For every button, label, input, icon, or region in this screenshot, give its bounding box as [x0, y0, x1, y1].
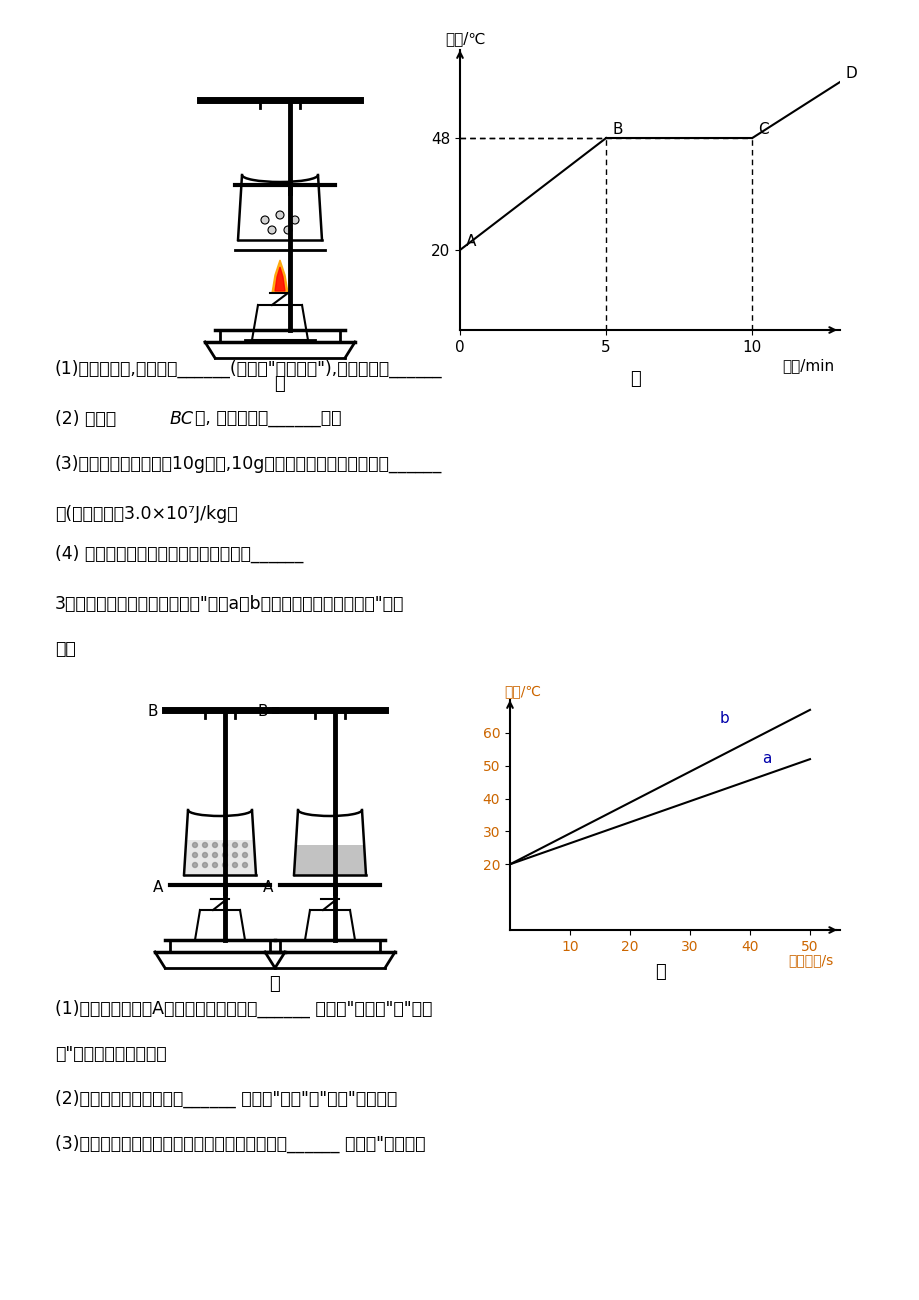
Circle shape	[243, 853, 247, 858]
Text: 乙: 乙	[630, 370, 640, 387]
Text: 温度/℃: 温度/℃	[504, 684, 540, 698]
Circle shape	[202, 853, 208, 858]
Text: (1)实验前调整铁夹A的位置，其目的是使______ （选填"石棉网"或"温度: (1)实验前调整铁夹A的位置，其目的是使______ （选填"石棉网"或"温度	[55, 1000, 432, 1018]
Polygon shape	[275, 266, 285, 291]
Circle shape	[222, 842, 227, 848]
Text: (3)若实验过程中燃烧了10g酒精,10g酒精完全燃烧放出的热量为______: (3)若实验过程中燃烧了10g酒精,10g酒精完全燃烧放出的热量为______	[55, 455, 442, 473]
Text: (1)由图乙可知,该物质是______(填晶体"或非晶体"),判断依据是______: (1)由图乙可知,该物质是______(填晶体"或非晶体"),判断依据是____…	[55, 360, 442, 378]
Polygon shape	[272, 260, 288, 292]
Text: 。(酒精热值为3.0×10⁷J/kg）: 。(酒精热值为3.0×10⁷J/kg）	[55, 504, 237, 523]
Text: 甲: 甲	[275, 374, 285, 393]
Text: C: C	[757, 122, 768, 136]
Text: 甲: 甲	[269, 975, 280, 993]
Circle shape	[222, 853, 227, 858]
Text: BC: BC	[170, 410, 194, 428]
Circle shape	[202, 862, 208, 867]
Text: 乙: 乙	[654, 963, 664, 982]
Circle shape	[261, 216, 268, 224]
Text: A: A	[465, 234, 476, 250]
Circle shape	[233, 862, 237, 867]
Circle shape	[202, 842, 208, 848]
Circle shape	[222, 862, 227, 867]
Text: (2) 图乙中: (2) 图乙中	[55, 410, 116, 428]
Text: A: A	[262, 880, 273, 894]
Circle shape	[243, 842, 247, 848]
Text: D: D	[845, 66, 857, 81]
Text: b: b	[720, 711, 729, 727]
Text: A: A	[153, 880, 163, 894]
Text: 3．小桂利用如图甲所示装置做"比较a、b两种不同液体的吸热能力"的实: 3．小桂利用如图甲所示装置做"比较a、b两种不同液体的吸热能力"的实	[55, 595, 404, 614]
Circle shape	[290, 216, 299, 224]
Circle shape	[267, 226, 276, 234]
Circle shape	[192, 862, 198, 867]
Text: (2)本实验要使两种液体的______ （选填"质量"或"体积"）相同；: (2)本实验要使两种液体的______ （选填"质量"或"体积"）相同；	[55, 1089, 397, 1109]
Text: 段, 该物质处于______态。: 段, 该物质处于______态。	[195, 410, 341, 428]
Text: 验。: 验。	[55, 640, 75, 658]
Text: B: B	[257, 705, 267, 719]
Circle shape	[212, 853, 217, 858]
Text: 加热时间/s: 加热时间/s	[788, 953, 834, 967]
Text: (4) 本实验中用到了水溶法加热，好处是______: (4) 本实验中用到了水溶法加热，好处是______	[55, 545, 303, 563]
Circle shape	[212, 862, 217, 867]
Circle shape	[284, 226, 291, 234]
Circle shape	[212, 842, 217, 848]
Text: 温度/℃: 温度/℃	[445, 31, 485, 46]
Text: B: B	[147, 705, 158, 719]
Bar	[295, 845, 365, 875]
Text: a: a	[761, 750, 770, 766]
Text: 计"）处于适当的高度；: 计"）处于适当的高度；	[55, 1045, 166, 1063]
Circle shape	[276, 211, 284, 218]
Circle shape	[192, 853, 198, 858]
Circle shape	[192, 842, 198, 848]
Text: 时间/min: 时间/min	[781, 358, 834, 373]
Circle shape	[233, 842, 237, 848]
Bar	[185, 840, 255, 875]
Text: B: B	[611, 122, 622, 136]
Text: (3)实验时使用相同的酒精灯给物体加热，可以用______ （选填"温度的高: (3)实验时使用相同的酒精灯给物体加热，可以用______ （选填"温度的高	[55, 1135, 425, 1153]
Circle shape	[243, 862, 247, 867]
Circle shape	[233, 853, 237, 858]
